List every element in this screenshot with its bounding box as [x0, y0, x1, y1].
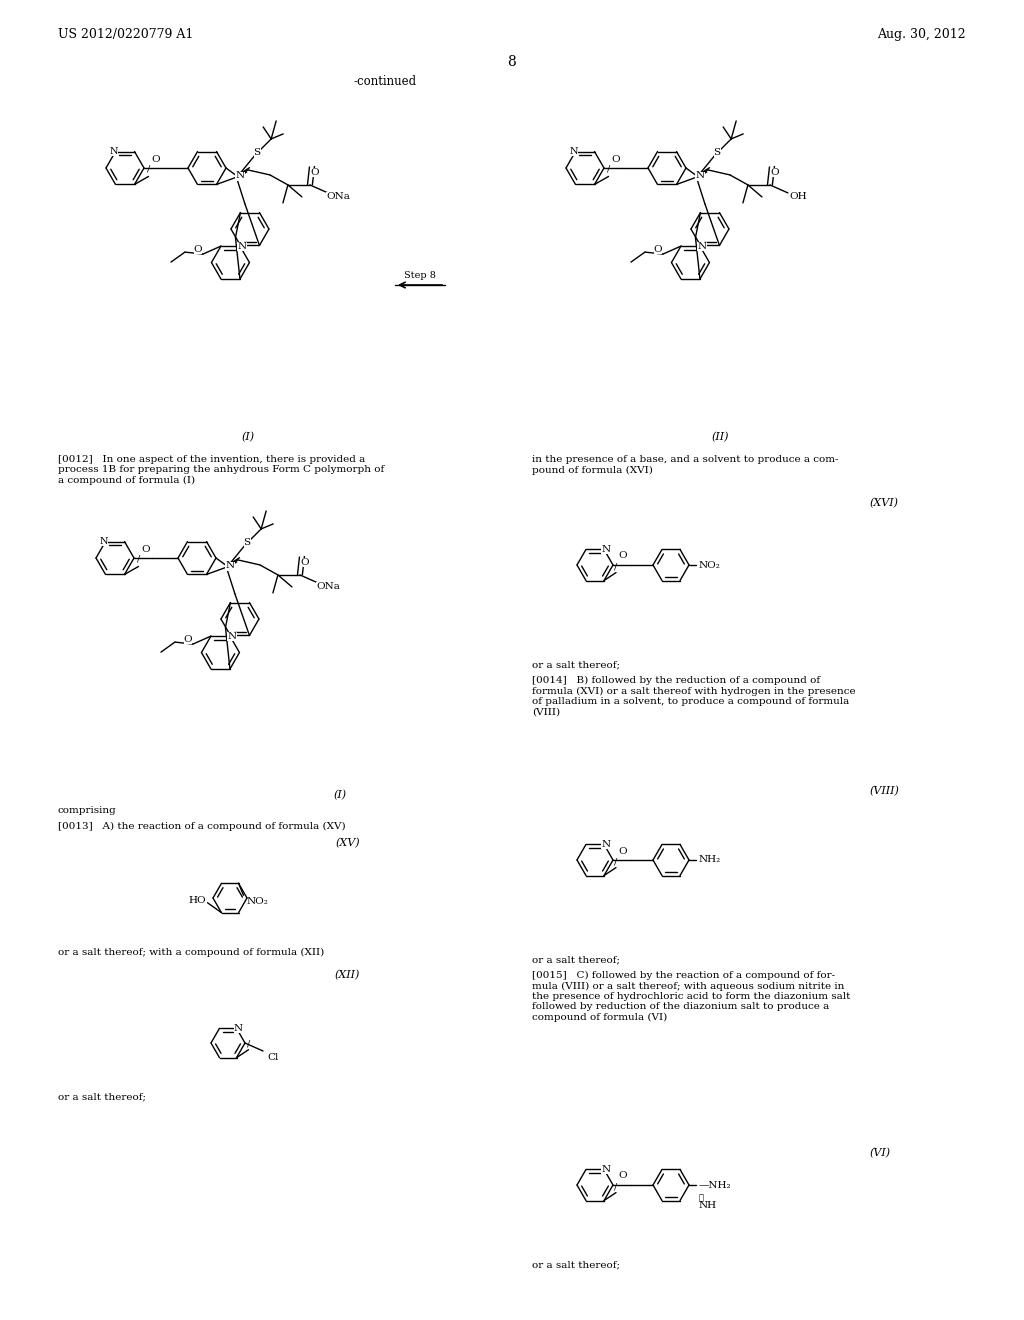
Text: [0012]   In one aspect of the invention, there is provided a
process 1B for prep: [0012] In one aspect of the invention, t… — [58, 455, 384, 484]
Text: or a salt thereof;: or a salt thereof; — [532, 660, 620, 669]
Text: S: S — [254, 148, 261, 157]
Text: N: N — [601, 840, 610, 849]
Text: US 2012/0220779 A1: US 2012/0220779 A1 — [58, 28, 194, 41]
Text: N: N — [569, 147, 578, 156]
Text: N: N — [236, 172, 245, 181]
Text: (XV): (XV) — [336, 838, 360, 849]
Text: Cl: Cl — [267, 1052, 279, 1061]
Text: O: O — [611, 156, 621, 165]
Text: NO₂: NO₂ — [699, 561, 721, 569]
Text: (XVI): (XVI) — [870, 498, 899, 508]
Text: NH₂: NH₂ — [699, 855, 721, 865]
Text: Step 8: Step 8 — [404, 271, 436, 280]
Text: [0014]   B) followed by the reduction of a compound of
formula (XVI) or a salt t: [0014] B) followed by the reduction of a… — [532, 676, 856, 717]
Text: (I): (I) — [334, 789, 346, 800]
Text: O: O — [152, 156, 161, 165]
Text: or a salt thereof;: or a salt thereof; — [532, 954, 620, 964]
Text: ONa: ONa — [316, 582, 340, 591]
Text: /: / — [614, 857, 617, 866]
Text: (XII): (XII) — [335, 970, 360, 981]
Text: N: N — [697, 242, 707, 251]
Text: /: / — [247, 1039, 250, 1048]
Text: O: O — [618, 552, 628, 561]
Text: N: N — [601, 1166, 610, 1173]
Text: /: / — [614, 1183, 617, 1191]
Text: O: O — [310, 169, 319, 177]
Text: /: / — [137, 554, 140, 564]
Text: /: / — [607, 165, 610, 174]
Text: N: N — [695, 172, 705, 181]
Text: 8: 8 — [508, 55, 516, 69]
Text: N: N — [99, 537, 108, 546]
Text: comprising: comprising — [58, 807, 117, 814]
Text: HO: HO — [188, 896, 206, 906]
Text: /: / — [146, 165, 151, 174]
Text: N: N — [233, 1024, 243, 1032]
Text: in the presence of a base, and a solvent to produce a com-
pound of formula (XVI: in the presence of a base, and a solvent… — [532, 455, 839, 475]
Text: O: O — [141, 545, 151, 554]
Text: S: S — [714, 148, 721, 157]
Text: O: O — [653, 244, 663, 253]
Text: NO₂: NO₂ — [247, 896, 268, 906]
Text: (I): (I) — [242, 432, 255, 442]
Text: or a salt thereof; with a compound of formula (XII): or a salt thereof; with a compound of fo… — [58, 948, 325, 957]
Text: N: N — [110, 147, 118, 156]
Text: —NH₂: —NH₂ — [699, 1180, 731, 1189]
Text: O: O — [618, 1172, 628, 1180]
Text: or a salt thereof;: or a salt thereof; — [58, 1092, 146, 1101]
Text: OH: OH — [790, 193, 807, 202]
Text: Aug. 30, 2012: Aug. 30, 2012 — [878, 28, 966, 41]
Text: N: N — [238, 242, 247, 251]
Text: O: O — [183, 635, 193, 644]
Text: NH: NH — [699, 1200, 717, 1209]
Text: O: O — [771, 169, 779, 177]
Text: (VI): (VI) — [870, 1148, 891, 1159]
Text: O: O — [194, 244, 203, 253]
Text: /: / — [614, 562, 617, 572]
Text: ONa: ONa — [326, 193, 350, 202]
Text: S: S — [244, 539, 251, 548]
Text: O: O — [301, 558, 309, 568]
Text: [0015]   C) followed by the reaction of a compound of for-
mula (VIII) or a salt: [0015] C) followed by the reaction of a … — [532, 972, 850, 1022]
Text: ❘: ❘ — [699, 1195, 705, 1203]
Text: (VIII): (VIII) — [870, 785, 900, 796]
Text: [0013]   A) the reaction of a compound of formula (XV): [0013] A) the reaction of a compound of … — [58, 822, 346, 832]
Text: N: N — [227, 631, 237, 640]
Text: (II): (II) — [712, 432, 729, 442]
Text: -continued: -continued — [353, 75, 417, 88]
Text: N: N — [225, 561, 234, 570]
Text: N: N — [601, 545, 610, 554]
Text: or a salt thereof;: or a salt thereof; — [532, 1261, 620, 1269]
Text: O: O — [618, 846, 628, 855]
